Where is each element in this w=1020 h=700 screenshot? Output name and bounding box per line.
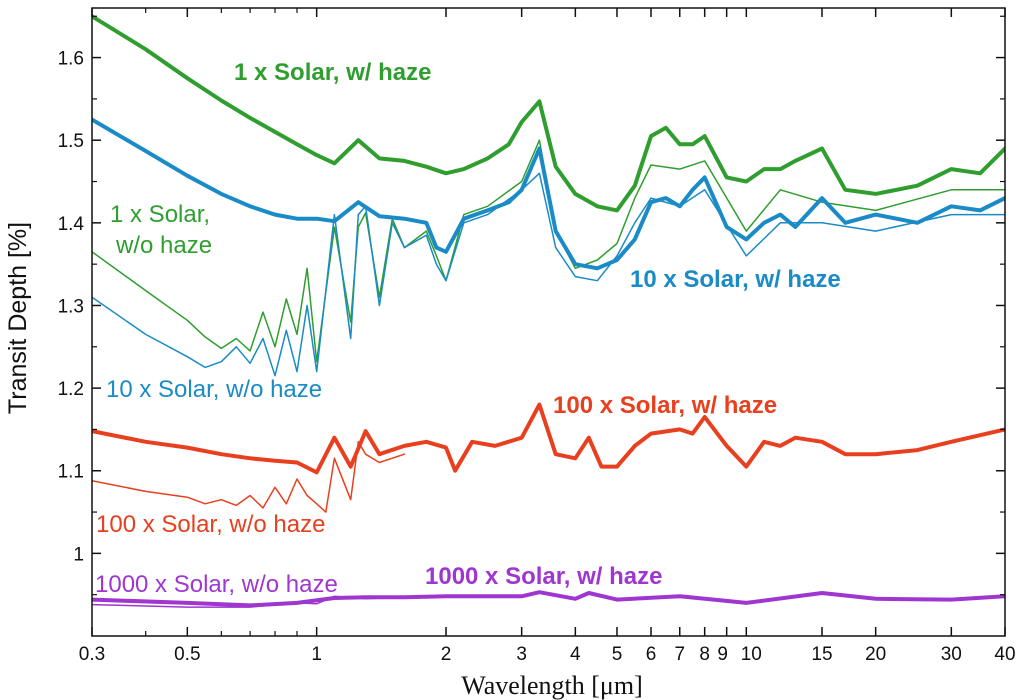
series-line-100-x-solar-w-haze (92, 402, 1005, 475)
series-label-1000-x-solar-w-haze: 1000 x Solar, w/ haze (425, 563, 662, 590)
x-tick-label: 3 (516, 644, 527, 665)
x-tick-label: 0.3 (79, 644, 105, 665)
series-line-1-x-solar-w-o-haze (92, 139, 1005, 363)
x-tick-label: 15 (811, 644, 832, 665)
y-tick-label: 1.6 (58, 49, 84, 70)
series-label-10-x-solar-w-haze: 10 x Solar, w/ haze (630, 266, 841, 293)
x-tick-label: 8 (699, 644, 710, 665)
series-label-1-x-solar: 1 x Solar, (110, 201, 210, 228)
y-tick-label: 1 (73, 544, 84, 565)
x-tick-label: 0.5 (174, 644, 200, 665)
x-tick-label: 1 (311, 644, 322, 665)
y-tick-label: 1.3 (58, 296, 84, 317)
y-tick-label: 1.1 (58, 462, 84, 483)
y-tick-label: 1.4 (58, 214, 85, 235)
series-label-w-o-haze: w/o haze (115, 232, 212, 259)
series-layer (92, 14, 1005, 608)
x-tick-label: 7 (674, 644, 685, 665)
x-tick-label: 2 (441, 644, 452, 665)
plot-frame (91, 7, 1006, 637)
x-tick-label: 6 (646, 644, 657, 665)
series-line-1000-x-solar-w-o-haze (92, 595, 406, 608)
x-tick-label: 5 (612, 644, 623, 665)
series-line-10-x-solar-w-o-haze (92, 172, 1005, 377)
series-label-100-x-solar-w-o-haze: 100 x Solar, w/o haze (96, 511, 325, 538)
x-axis-title: Wavelength [μm] (461, 671, 643, 700)
series-label-1-x-solar-w-haze: 1 x Solar, w/ haze (234, 59, 431, 86)
y-axis-title: Transit Depth [%] (4, 222, 32, 414)
series-label-1000-x-solar-w-o-haze: 1000 x Solar, w/o haze (95, 571, 338, 598)
series-label-10-x-solar-w-o-haze: 10 x Solar, w/o haze (106, 376, 322, 403)
x-tick-label: 9 (717, 644, 728, 665)
series-labels: 1 x Solar, w/ haze 1 x Solar, w/o haze 10 x… (95, 59, 841, 598)
y-tick-label: 1.5 (58, 131, 84, 152)
x-tick-label: 40 (994, 644, 1015, 665)
axes-layer: 1 1.1 1.2 1.3 1.4 1.5 1.6 0.3 0.5 1 2 3 4 5 6 7 8 9 10 15 20… (58, 7, 1016, 665)
y-tick-label: 1.2 (58, 379, 84, 400)
series-label-100-x-solar-w-haze: 100 x Solar, w/ haze (553, 392, 777, 419)
x-tick-label: 4 (570, 644, 581, 665)
x-tick-label: 10 (741, 644, 762, 665)
x-tick-label: 20 (865, 644, 886, 665)
series-line-100-x-solar-w-o-haze (92, 441, 406, 513)
x-tick-label: 30 (941, 644, 962, 665)
series-line-1-x-solar-w-haze (92, 14, 1005, 213)
